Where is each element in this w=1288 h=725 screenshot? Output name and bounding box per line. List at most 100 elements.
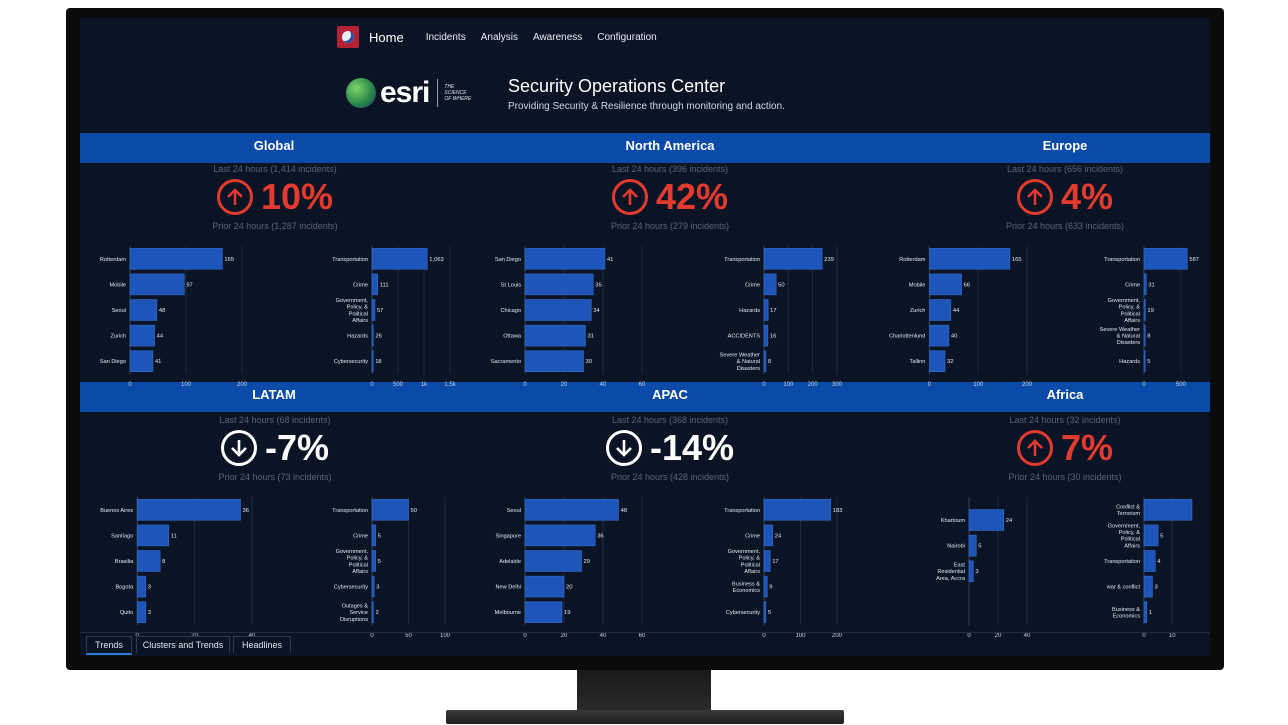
bar[interactable] <box>524 499 619 521</box>
bar[interactable] <box>524 299 592 321</box>
bar[interactable] <box>524 601 563 623</box>
nav-configuration[interactable]: Configuration <box>597 31 657 43</box>
percent-change: -7% <box>264 427 330 468</box>
category-label: Adelaide <box>499 559 521 565</box>
bar[interactable] <box>371 324 374 347</box>
bar[interactable] <box>371 273 379 296</box>
category-label: Sacramento <box>491 359 521 365</box>
tab-headlines[interactable]: Headlines <box>233 636 291 653</box>
bar[interactable] <box>1143 248 1188 270</box>
bar[interactable] <box>371 601 374 623</box>
bar[interactable] <box>968 509 1005 531</box>
nav-awareness[interactable]: Awareness <box>532 31 583 43</box>
nav-incidents[interactable]: Incidents <box>425 31 466 43</box>
x-tick-label: 0 <box>523 382 527 388</box>
x-tick-label: 40 <box>600 633 607 639</box>
value-label: 3 <box>148 585 151 591</box>
last-24-hours: Last 24 hours (656 incidents) <box>1006 164 1124 174</box>
bar[interactable] <box>929 324 950 347</box>
bar[interactable] <box>524 248 606 270</box>
x-tick-label: 1.5k <box>444 382 456 388</box>
bar[interactable] <box>929 350 946 372</box>
category-label: Ottawa <box>503 334 522 340</box>
bar[interactable] <box>136 550 161 572</box>
bar[interactable] <box>524 273 594 296</box>
bar[interactable] <box>524 575 565 598</box>
bar[interactable] <box>371 499 409 521</box>
bar[interactable] <box>763 350 767 372</box>
value-label: 3 <box>1154 585 1157 591</box>
bar[interactable] <box>763 524 774 547</box>
bar[interactable] <box>129 299 158 321</box>
bar[interactable] <box>1143 350 1146 372</box>
bottom-tab-bar: Trends Clusters and Trends Headlines <box>80 632 1210 656</box>
category-label: Seoul <box>112 308 126 314</box>
bar[interactable] <box>929 273 962 296</box>
bar[interactable] <box>129 248 223 270</box>
category-label: Business & Economics <box>1112 607 1140 620</box>
bar[interactable] <box>136 524 170 547</box>
bar[interactable] <box>1143 550 1156 572</box>
category-label: Chicago <box>500 308 521 314</box>
category-label: Zurich <box>110 334 126 340</box>
bar[interactable] <box>1143 575 1153 598</box>
bar[interactable] <box>929 248 1011 270</box>
bar[interactable] <box>929 299 952 321</box>
percent-change: -14% <box>649 427 735 468</box>
bar[interactable] <box>371 248 428 270</box>
bar[interactable] <box>136 601 147 623</box>
value-label: 239 <box>824 257 834 263</box>
bar[interactable] <box>1143 273 1147 296</box>
tab-clusters-and-trends[interactable]: Clusters and Trends <box>136 636 230 653</box>
value-label: 17 <box>772 559 778 565</box>
bar[interactable] <box>371 550 376 572</box>
value-label: 20 <box>566 585 572 591</box>
bar[interactable] <box>371 299 376 321</box>
bar[interactable] <box>136 575 147 598</box>
value-label: 31 <box>587 334 593 340</box>
value-label: 5 <box>378 533 381 539</box>
bar[interactable] <box>763 248 823 270</box>
bar[interactable] <box>1143 524 1159 547</box>
bar[interactable] <box>763 499 832 521</box>
category-label: Crime <box>745 282 760 288</box>
category-label: Cybersecurity <box>726 610 760 616</box>
bar[interactable] <box>1143 601 1148 623</box>
bar[interactable] <box>129 350 154 372</box>
bar[interactable] <box>371 575 375 598</box>
bar[interactable] <box>763 273 777 296</box>
tab-trends[interactable]: Trends <box>86 636 132 655</box>
category-label: Buenos Aires <box>100 508 133 514</box>
bar[interactable] <box>136 499 241 521</box>
value-label: 19 <box>1147 308 1153 314</box>
region-title-north-america: North America <box>625 138 715 153</box>
bar[interactable] <box>524 350 584 372</box>
bar[interactable] <box>129 324 155 347</box>
bar[interactable] <box>763 324 769 347</box>
bar[interactable] <box>371 350 374 372</box>
bar[interactable] <box>524 324 586 347</box>
value-label: 17 <box>770 308 776 314</box>
value-label: 36 <box>597 533 603 539</box>
bar[interactable] <box>763 299 769 321</box>
bar[interactable] <box>371 524 376 547</box>
bar[interactable] <box>1143 324 1146 347</box>
nav-analysis[interactable]: Analysis <box>480 31 518 43</box>
nav-home[interactable]: Home <box>369 29 404 45</box>
bar[interactable] <box>524 524 596 547</box>
value-label: 34 <box>593 308 600 314</box>
value-label: 48 <box>621 508 627 514</box>
bar[interactable] <box>1143 499 1193 521</box>
bar[interactable] <box>968 534 977 557</box>
chart-apac-categories: 0 100 200 Transportation 183 Crime 24 Governmen… <box>724 497 843 639</box>
bar[interactable] <box>968 560 974 582</box>
bar[interactable] <box>524 550 582 572</box>
x-tick-label: 200 <box>808 382 819 388</box>
bar[interactable] <box>763 575 768 598</box>
app-logo-icon[interactable] <box>337 26 359 48</box>
bar[interactable] <box>1143 299 1146 321</box>
bar[interactable] <box>763 601 767 623</box>
bar[interactable] <box>763 550 771 572</box>
bar[interactable] <box>129 273 185 296</box>
category-label: Hazards <box>739 308 760 314</box>
